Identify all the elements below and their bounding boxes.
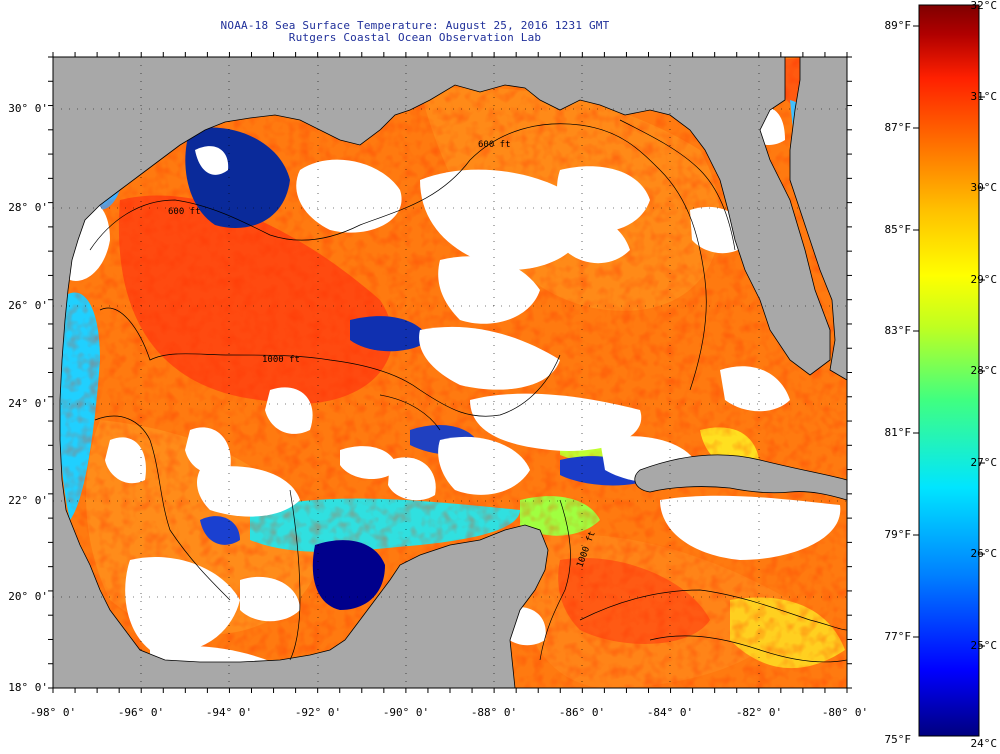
cloud-cover (60, 106, 841, 688)
figure-subtitle: Rutgers Coastal Ocean Observation Lab (288, 31, 542, 44)
colorbar-f-label: 87°F (885, 121, 912, 134)
colorbar-c-label: 28°C (971, 364, 998, 377)
lat-label: 20° 0' (8, 590, 48, 603)
lat-label: 18° 0' (8, 681, 48, 694)
colorbar-f-label: 81°F (885, 426, 912, 439)
contour-label: 600 ft (168, 207, 201, 217)
latitude-labels: 30° 0' 28° 0' 26° 0' 24° 0' 22° 0' 20° 0… (8, 102, 48, 694)
colorbar-c-label: 31°C (971, 90, 998, 103)
lat-label: 22° 0' (8, 494, 48, 507)
lon-label: -98° 0' (30, 706, 76, 719)
colorbar-f-label: 89°F (885, 19, 912, 32)
lon-label: -94° 0' (206, 706, 252, 719)
lat-label: 30° 0' (8, 102, 48, 115)
colorbar-f-label: 75°F (885, 733, 912, 746)
lon-label: -88° 0' (471, 706, 517, 719)
contour-label: 1000 ft (262, 355, 300, 365)
colorbar-f-label: 77°F (885, 630, 912, 643)
colorbar-f-label: 85°F (885, 223, 912, 236)
lon-label: -86° 0' (559, 706, 605, 719)
lon-label: -90° 0' (383, 706, 429, 719)
lon-label: -96° 0' (118, 706, 164, 719)
colorbar-c-label: 29°C (971, 273, 998, 286)
colorbar-c-label: 24°C (971, 737, 998, 750)
colorbar-c-label: 30°C (971, 181, 998, 194)
colorbar (918, 4, 980, 737)
axis-ticks (48, 52, 852, 693)
colorbar-c-label: 25°C (971, 639, 998, 652)
bathymetry-contours (89, 119, 847, 663)
longitude-labels: -98° 0' -96° 0' -94° 0' -92° 0' -90° 0' … (30, 706, 868, 719)
lat-label: 24° 0' (8, 397, 48, 410)
map-area: 600 ft 1000 ft 1000 ft 600 ft (53, 57, 847, 688)
colorbar-f-label: 83°F (885, 324, 912, 337)
lat-label: 26° 0' (8, 299, 48, 312)
colorbar-f-labels: 89°F 87°F 85°F 83°F 81°F 79°F 77°F 75°F (885, 19, 912, 746)
land (53, 57, 847, 688)
lat-label: 28° 0' (8, 201, 48, 214)
colorbar-c-label: 27°C (971, 456, 998, 469)
lon-label: -84° 0' (647, 706, 693, 719)
lon-label: -80° 0' (822, 706, 868, 719)
colorbar-c-labels: 32°C 31°C 30°C 29°C 28°C 27°C 26°C 25°C … (971, 0, 998, 750)
figure-title: NOAA-18 Sea Surface Temperature: August … (220, 19, 610, 32)
lon-label: -92° 0' (295, 706, 341, 719)
colorbar-f-label: 79°F (885, 528, 912, 541)
colorbar-c-label: 26°C (971, 547, 998, 560)
colorbar-ticks (913, 25, 985, 647)
colorbar-c-label: 32°C (971, 0, 998, 12)
lon-label: -82° 0' (736, 706, 782, 719)
